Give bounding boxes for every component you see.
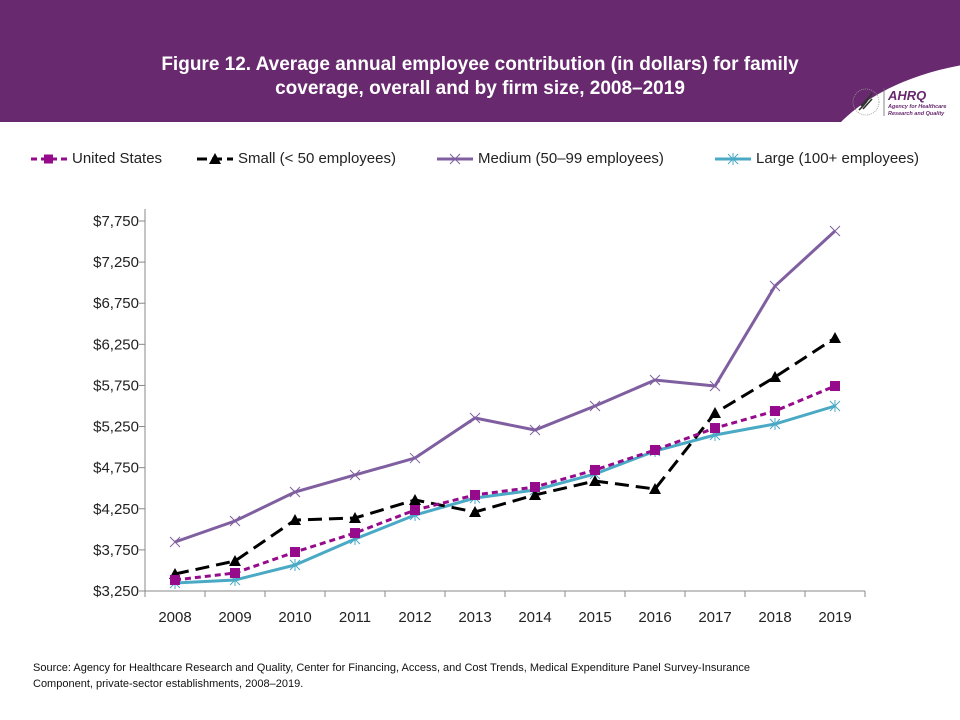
data-point <box>289 486 301 498</box>
y-tick-label: $5,750 <box>93 377 139 394</box>
series-line-small-50-employees- <box>174 336 836 576</box>
legend-item-medium: Medium (50–99 employees) <box>436 150 664 167</box>
data-point <box>710 423 720 434</box>
series-line-large-100-employees- <box>174 404 836 585</box>
data-point <box>829 332 841 344</box>
legend-label: Large (100+ employees) <box>756 150 920 167</box>
y-tick-label: $4,750 <box>93 460 139 477</box>
legend-item-small: Small (< 50 employees) <box>196 150 396 167</box>
source-note: Source: Agency for Healthcare Research a… <box>33 660 913 692</box>
data-point <box>529 488 541 500</box>
data-point <box>530 481 540 492</box>
legend-item-united-states: United States <box>30 150 162 167</box>
y-tick-label: $7,250 <box>93 254 139 271</box>
x-tick-label: 2017 <box>698 609 731 626</box>
data-point <box>470 489 480 500</box>
data-point <box>469 505 481 517</box>
data-point <box>410 505 420 516</box>
ahrq-logo: AHRQ Agency for Healthcare Research and … <box>852 88 946 117</box>
x-tick-label: 2009 <box>218 609 251 626</box>
data-point <box>290 547 300 558</box>
data-point <box>169 536 181 548</box>
legend-swatch-x-icon <box>437 153 473 164</box>
data-point <box>709 380 721 392</box>
y-tick-label: $6,750 <box>93 295 139 312</box>
chart-title: Figure 12. Average annual employee contr… <box>100 53 860 101</box>
data-point <box>589 474 601 486</box>
x-tick-label: 2015 <box>578 609 611 626</box>
y-tick-label: $6,250 <box>93 336 139 353</box>
legend-swatch-square-icon <box>31 154 67 163</box>
legend-label: United States <box>72 150 163 167</box>
x-tick-label: 2011 <box>339 609 371 626</box>
data-point <box>170 574 180 585</box>
data-point <box>409 452 421 464</box>
data-point <box>829 225 841 237</box>
data-point <box>229 515 241 527</box>
data-point <box>349 511 361 523</box>
source-line-2: Component, private-sector establishments… <box>33 678 304 690</box>
x-tick-label: 2018 <box>758 609 791 626</box>
header-banner: Figure 12. Average annual employee contr… <box>0 0 960 122</box>
x-tick-label: 2019 <box>818 609 851 626</box>
data-point <box>289 559 301 572</box>
data-point <box>590 464 600 475</box>
data-point <box>769 280 781 292</box>
data-point <box>409 493 421 505</box>
data-point <box>229 554 241 566</box>
data-point <box>709 406 721 418</box>
data-point <box>829 400 841 412</box>
svg-text:AHRQ: AHRQ <box>887 88 926 103</box>
legend-item-large: Large (100+ employees) <box>714 150 919 167</box>
x-tick-label: 2016 <box>638 609 671 626</box>
legend-swatch-asterisk-icon <box>715 152 751 165</box>
data-point <box>349 469 361 481</box>
title-line-1: Figure 12. Average annual employee contr… <box>161 54 799 75</box>
title-line-2: coverage, overall and by firm size, 2008… <box>275 78 685 99</box>
y-tick-label: $3,750 <box>93 542 139 559</box>
data-point <box>830 381 840 392</box>
y-tick-label: $5,250 <box>93 419 139 436</box>
x-tick-label: 2010 <box>278 609 311 626</box>
data-point <box>650 444 660 455</box>
data-point <box>529 424 541 436</box>
legend-label: Medium (50–99 employees) <box>478 150 664 167</box>
x-tick-label: 2013 <box>458 609 491 626</box>
y-tick-label: $4,250 <box>93 501 139 518</box>
x-tick-label: 2012 <box>398 609 431 626</box>
legend: United States Small (< 50 employees) Med… <box>0 150 960 172</box>
data-point <box>289 514 301 526</box>
data-point <box>770 406 780 417</box>
legend-label: Small (< 50 employees) <box>238 150 396 167</box>
data-point <box>230 567 240 578</box>
x-tick-label: 2014 <box>518 609 551 626</box>
data-point <box>350 528 360 539</box>
line-chart: $3,250 $3,750 $4,250 $4,750 $5,250 $5,750 $6,2… <box>93 209 866 626</box>
data-point <box>589 400 601 412</box>
y-tick-label: $3,250 <box>93 583 139 600</box>
data-point <box>649 483 661 495</box>
data-point <box>469 412 481 424</box>
svg-text:Agency for Healthcare: Agency for Healthcare <box>887 104 946 110</box>
data-point <box>769 371 781 383</box>
data-point <box>769 418 781 431</box>
series-line-medium-50-99-employees- <box>174 229 837 544</box>
x-tick-label: 2008 <box>158 609 191 626</box>
series-line-united-states <box>174 384 836 582</box>
legend-swatch-triangle-icon <box>197 152 233 164</box>
y-tick-label: $7,750 <box>93 213 139 230</box>
source-line-1: Source: Agency for Healthcare Research a… <box>33 662 750 674</box>
svg-text:Research and Quality: Research and Quality <box>888 111 945 117</box>
data-point <box>649 374 661 386</box>
